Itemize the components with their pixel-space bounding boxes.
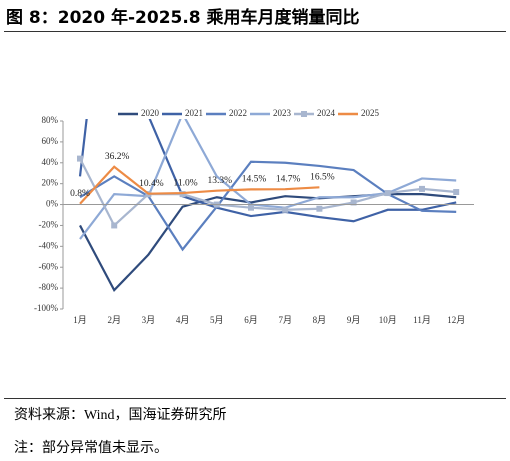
y-tick-label: -60% [39,261,59,271]
legend-label: 2020 [141,108,160,118]
x-tick-label: 1月 [73,315,87,325]
x-tick-label: 11月 [413,315,431,325]
title-rule [4,31,506,32]
x-tick-label: 7月 [278,315,292,325]
point-marker [248,204,254,211]
point-marker [453,189,460,196]
x-tick-label: 9月 [347,315,361,325]
legend-label: 2023 [273,108,292,118]
value-label: 14.7% [276,174,301,184]
point-marker [419,185,425,192]
y-tick-label: 80% [42,115,59,125]
x-tick-label: 6月 [244,315,258,325]
series-line [79,119,457,240]
legend-label: 2025 [361,108,380,118]
series-line [79,160,457,252]
y-tick-label: -40% [39,240,59,250]
x-tick-label: 2月 [107,315,121,325]
y-tick-label: 40% [42,157,59,167]
series-line [79,193,457,293]
x-tick-label: 3月 [142,315,156,325]
y-tick-label: 20% [42,178,59,188]
y-tick-label: 0% [46,199,59,209]
point-marker [384,190,391,197]
x-tick-label: 10月 [379,315,397,325]
legend-label: 2022 [229,108,247,118]
x-tick-label: 8月 [313,315,327,325]
figure-title: 图 8：2020 年-2025.8 乘用车月度销量同比 [6,8,360,28]
x-tick-label: 5月 [210,315,224,325]
point-marker [77,155,83,162]
value-label: 14.5% [242,175,267,185]
point-marker [111,222,118,229]
legend-label: 2021 [185,108,203,118]
value-label: 10.4% [139,179,164,189]
value-label: 13.3% [208,176,233,186]
series-line [79,165,320,205]
y-tick-label: -20% [39,220,59,230]
y-tick-label: 60% [42,136,59,146]
x-tick-label: 12月 [447,315,465,325]
point-marker [350,199,357,206]
chart: -100% -80% -60% -40% -20% 0% 20% 40% 60% 80% 1月 2月 3… [34,108,474,325]
point-marker [316,205,323,212]
value-label: 36.2% [105,152,130,162]
value-label: 16.5% [310,173,335,183]
value-label: 11.0% [174,178,198,188]
note: 注：部分异常值未显示。 [14,441,168,456]
y-tick-label: -80% [39,282,59,292]
y-tick-label: -100% [34,303,58,313]
footer-rule [4,398,506,399]
legend-marker [301,111,307,117]
plot-area [77,119,460,293]
x-tick-label: 4月 [176,315,190,325]
legend-label: 2024 [317,108,336,118]
point-marker [282,206,289,213]
source: 资料来源：Wind，国海证券研究所 [14,408,227,423]
value-label: 0.8% [70,189,90,199]
series-line [78,119,457,223]
series-line [79,158,457,228]
